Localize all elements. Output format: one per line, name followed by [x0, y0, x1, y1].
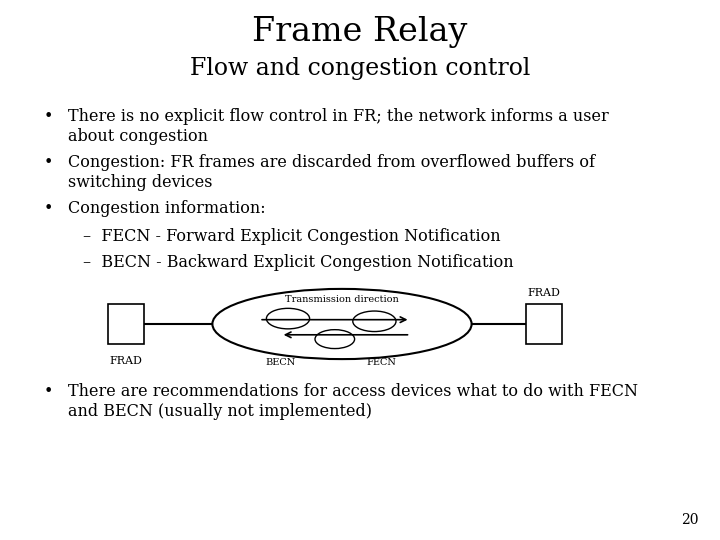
Ellipse shape: [353, 311, 396, 332]
Text: –  BECN - Backward Explicit Congestion Notification: – BECN - Backward Explicit Congestion No…: [83, 254, 513, 271]
Text: Transmission direction: Transmission direction: [285, 295, 399, 305]
Text: Congestion: FR frames are discarded from overflowed buffers of
switching devices: Congestion: FR frames are discarded from…: [68, 154, 595, 191]
Text: •: •: [43, 108, 53, 125]
Text: Flow and congestion control: Flow and congestion control: [190, 57, 530, 80]
Text: Frame Relay: Frame Relay: [252, 16, 468, 48]
Text: There are recommendations for access devices what to do with FECN
and BECN (usua: There are recommendations for access dev…: [68, 383, 639, 420]
FancyBboxPatch shape: [108, 303, 144, 345]
Ellipse shape: [266, 308, 310, 329]
Ellipse shape: [315, 329, 354, 349]
Text: Congestion information:: Congestion information:: [68, 200, 266, 217]
Text: •: •: [43, 200, 53, 217]
Text: •: •: [43, 154, 53, 171]
Ellipse shape: [212, 289, 472, 359]
Text: BECN: BECN: [266, 358, 296, 367]
Text: •: •: [43, 383, 53, 400]
Text: FECN: FECN: [366, 358, 397, 367]
Text: 20: 20: [681, 512, 698, 526]
FancyBboxPatch shape: [526, 303, 562, 345]
Text: There is no explicit flow control in FR; the network informs a user
about conges: There is no explicit flow control in FR;…: [68, 108, 609, 145]
Text: FRAD: FRAD: [109, 356, 143, 366]
Text: –  FECN - Forward Explicit Congestion Notification: – FECN - Forward Explicit Congestion Not…: [83, 228, 500, 245]
Text: FRAD: FRAD: [527, 288, 560, 298]
